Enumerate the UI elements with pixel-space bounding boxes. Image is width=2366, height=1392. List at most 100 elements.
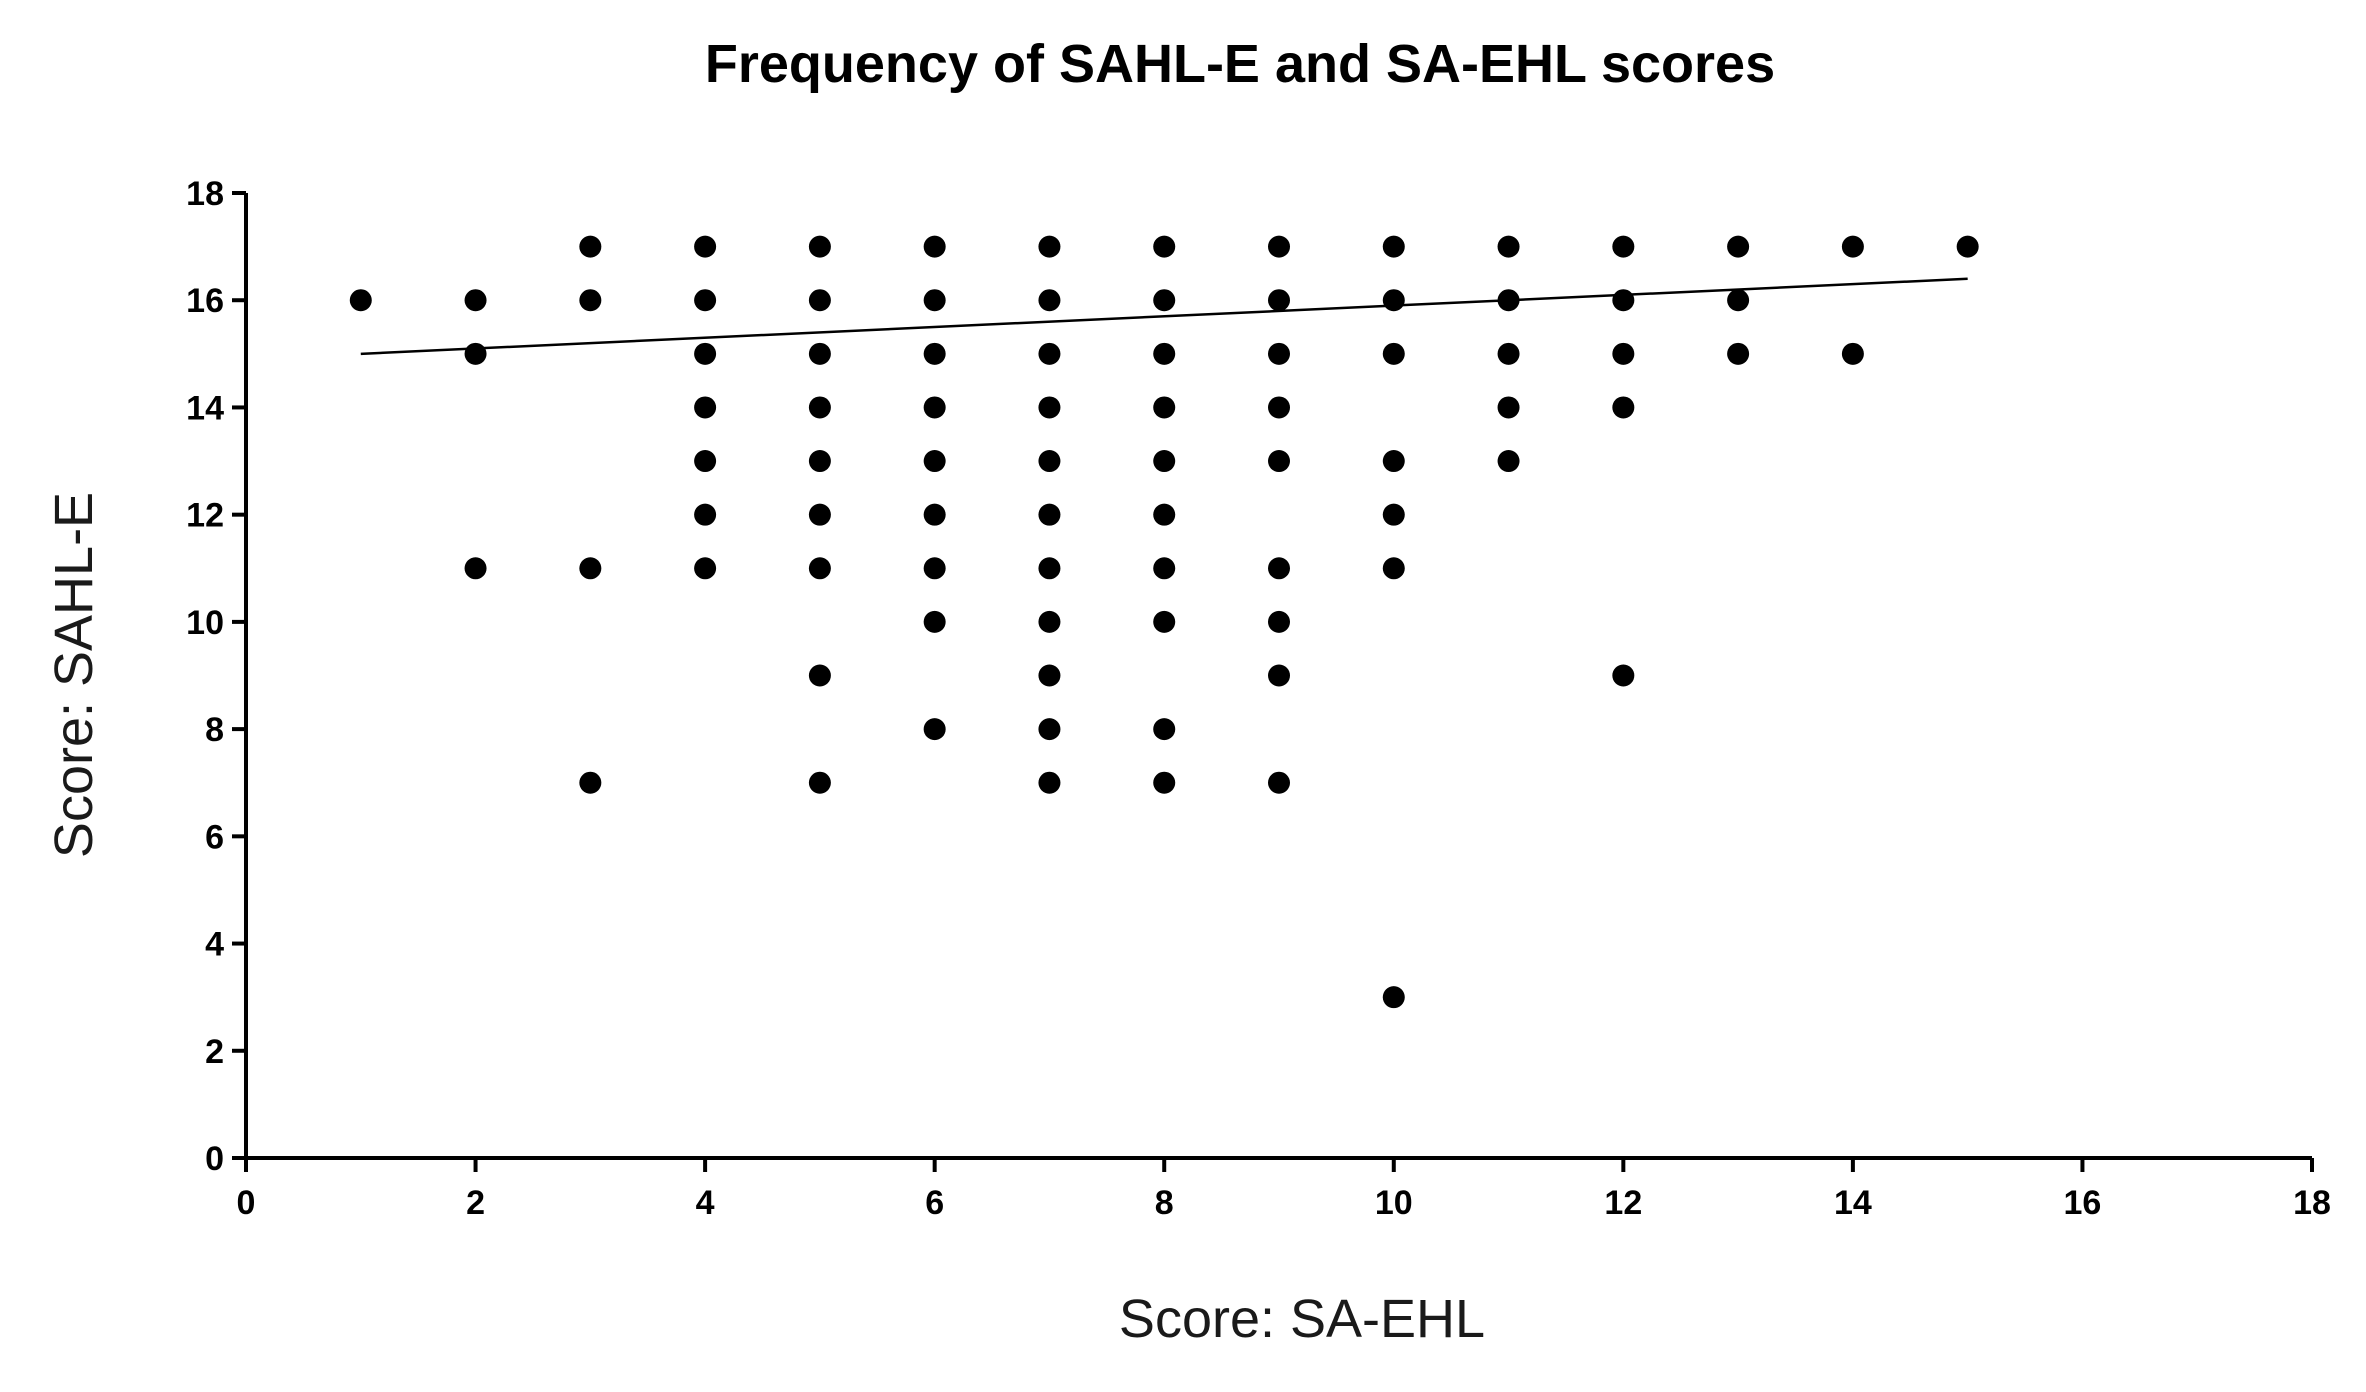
x-tick-label: 14 (1834, 1184, 1872, 1222)
data-point (1497, 450, 1520, 473)
data-point (579, 771, 602, 794)
data-point (1153, 396, 1176, 419)
data-point (1612, 342, 1635, 365)
x-tick-label: 10 (1375, 1184, 1413, 1222)
data-point (1727, 289, 1750, 312)
data-point (1382, 503, 1405, 526)
data-point (1268, 664, 1290, 687)
data-point (1612, 235, 1635, 258)
chart-title: Frequency of SAHL-E and SA-EHL scores (705, 34, 1775, 94)
data-point (1382, 450, 1405, 473)
data-point (1038, 557, 1061, 580)
trend-line (360, 277, 1968, 356)
data-point (1038, 610, 1061, 633)
data-point (1153, 610, 1176, 633)
data-point (1497, 396, 1520, 419)
data-point (579, 235, 602, 258)
data-point (694, 396, 717, 419)
data-point (808, 450, 831, 473)
data-point (464, 289, 487, 312)
data-point (808, 289, 831, 312)
data-point (1612, 289, 1635, 312)
y-tick-label: 6 (205, 818, 224, 856)
data-point (1153, 235, 1176, 258)
data-point (1268, 450, 1290, 473)
data-point (923, 289, 946, 312)
data-point (808, 342, 831, 365)
x-tick-label: 6 (925, 1184, 944, 1222)
data-point (1382, 289, 1405, 312)
data-point (1841, 342, 1864, 365)
data-point (579, 557, 602, 580)
y-tick-label: 16 (186, 282, 224, 320)
data-point (923, 610, 946, 633)
data-point (1153, 342, 1176, 365)
data-point (1268, 610, 1290, 633)
data-point (1956, 235, 1979, 258)
x-tick-label: 8 (1155, 1184, 1174, 1222)
data-point (694, 450, 717, 473)
data-point (1038, 235, 1061, 258)
data-point (694, 289, 717, 312)
data-point (1612, 664, 1635, 687)
data-point (1153, 289, 1176, 312)
y-tick-label: 12 (186, 497, 224, 535)
data-point (1268, 396, 1290, 419)
y-tick-label: 10 (186, 604, 224, 642)
data-point (1727, 342, 1750, 365)
data-point (1038, 289, 1061, 312)
data-point (1382, 986, 1405, 1009)
data-point (923, 235, 946, 258)
data-point (808, 771, 831, 794)
data-point (808, 396, 831, 419)
x-axis-ticks: 0 2 4 6 8 10 12 14 16 18 (237, 1158, 2331, 1222)
data-point (349, 289, 372, 312)
data-point (1382, 342, 1405, 365)
data-point (923, 396, 946, 419)
data-point (464, 557, 487, 580)
data-point (1153, 557, 1176, 580)
y-axis-label: Score: SAHL-E (44, 492, 104, 858)
data-point (923, 557, 946, 580)
data-point (1038, 396, 1061, 419)
data-point (1268, 235, 1290, 258)
x-tick-label: 12 (1604, 1184, 1642, 1222)
x-tick-label: 0 (237, 1184, 256, 1222)
data-point (1153, 503, 1176, 526)
data-point (694, 503, 717, 526)
data-point (1153, 718, 1176, 741)
data-point (1841, 235, 1864, 258)
y-tick-label: 0 (205, 1140, 224, 1178)
y-tick-label: 4 (205, 926, 224, 964)
x-tick-label: 16 (2064, 1184, 2102, 1222)
data-points (349, 235, 1979, 1009)
data-point (1153, 771, 1176, 794)
data-point (1153, 450, 1176, 473)
data-point (1038, 342, 1061, 365)
data-point (1727, 235, 1750, 258)
data-point (1038, 664, 1061, 687)
data-point (808, 235, 831, 258)
data-point (1497, 342, 1520, 365)
y-axis-ticks: 0 2 4 6 8 10 12 14 16 18 (186, 175, 246, 1178)
data-point (1382, 235, 1405, 258)
data-point (1268, 289, 1290, 312)
data-point (1038, 450, 1061, 473)
data-point (464, 342, 487, 365)
data-point (1497, 235, 1520, 258)
y-tick-label: 2 (205, 1033, 224, 1071)
y-tick-label: 14 (186, 389, 224, 427)
data-point (1382, 557, 1405, 580)
data-point (923, 342, 946, 365)
x-axis-label: Score: SA-EHL (1119, 1289, 1485, 1349)
data-point (808, 664, 831, 687)
x-tick-label: 18 (2293, 1184, 2331, 1222)
data-point (694, 235, 717, 258)
data-point (579, 289, 602, 312)
data-point (808, 503, 831, 526)
data-point (1268, 557, 1290, 580)
data-point (1268, 342, 1290, 365)
data-point (694, 557, 717, 580)
data-point (1038, 771, 1061, 794)
